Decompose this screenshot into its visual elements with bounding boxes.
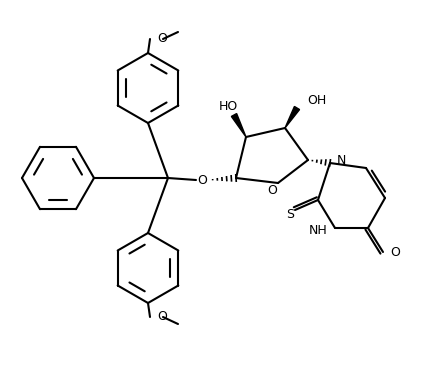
Polygon shape [231,114,246,137]
Text: OH: OH [307,93,326,106]
Text: O: O [157,32,167,46]
Text: O: O [267,184,277,198]
Text: O: O [157,311,167,323]
Polygon shape [285,106,299,128]
Text: O: O [197,173,207,187]
Text: N: N [337,153,346,166]
Text: S: S [286,208,294,220]
Text: NH: NH [308,223,327,237]
Text: O: O [390,245,400,258]
Text: HO: HO [218,100,238,113]
